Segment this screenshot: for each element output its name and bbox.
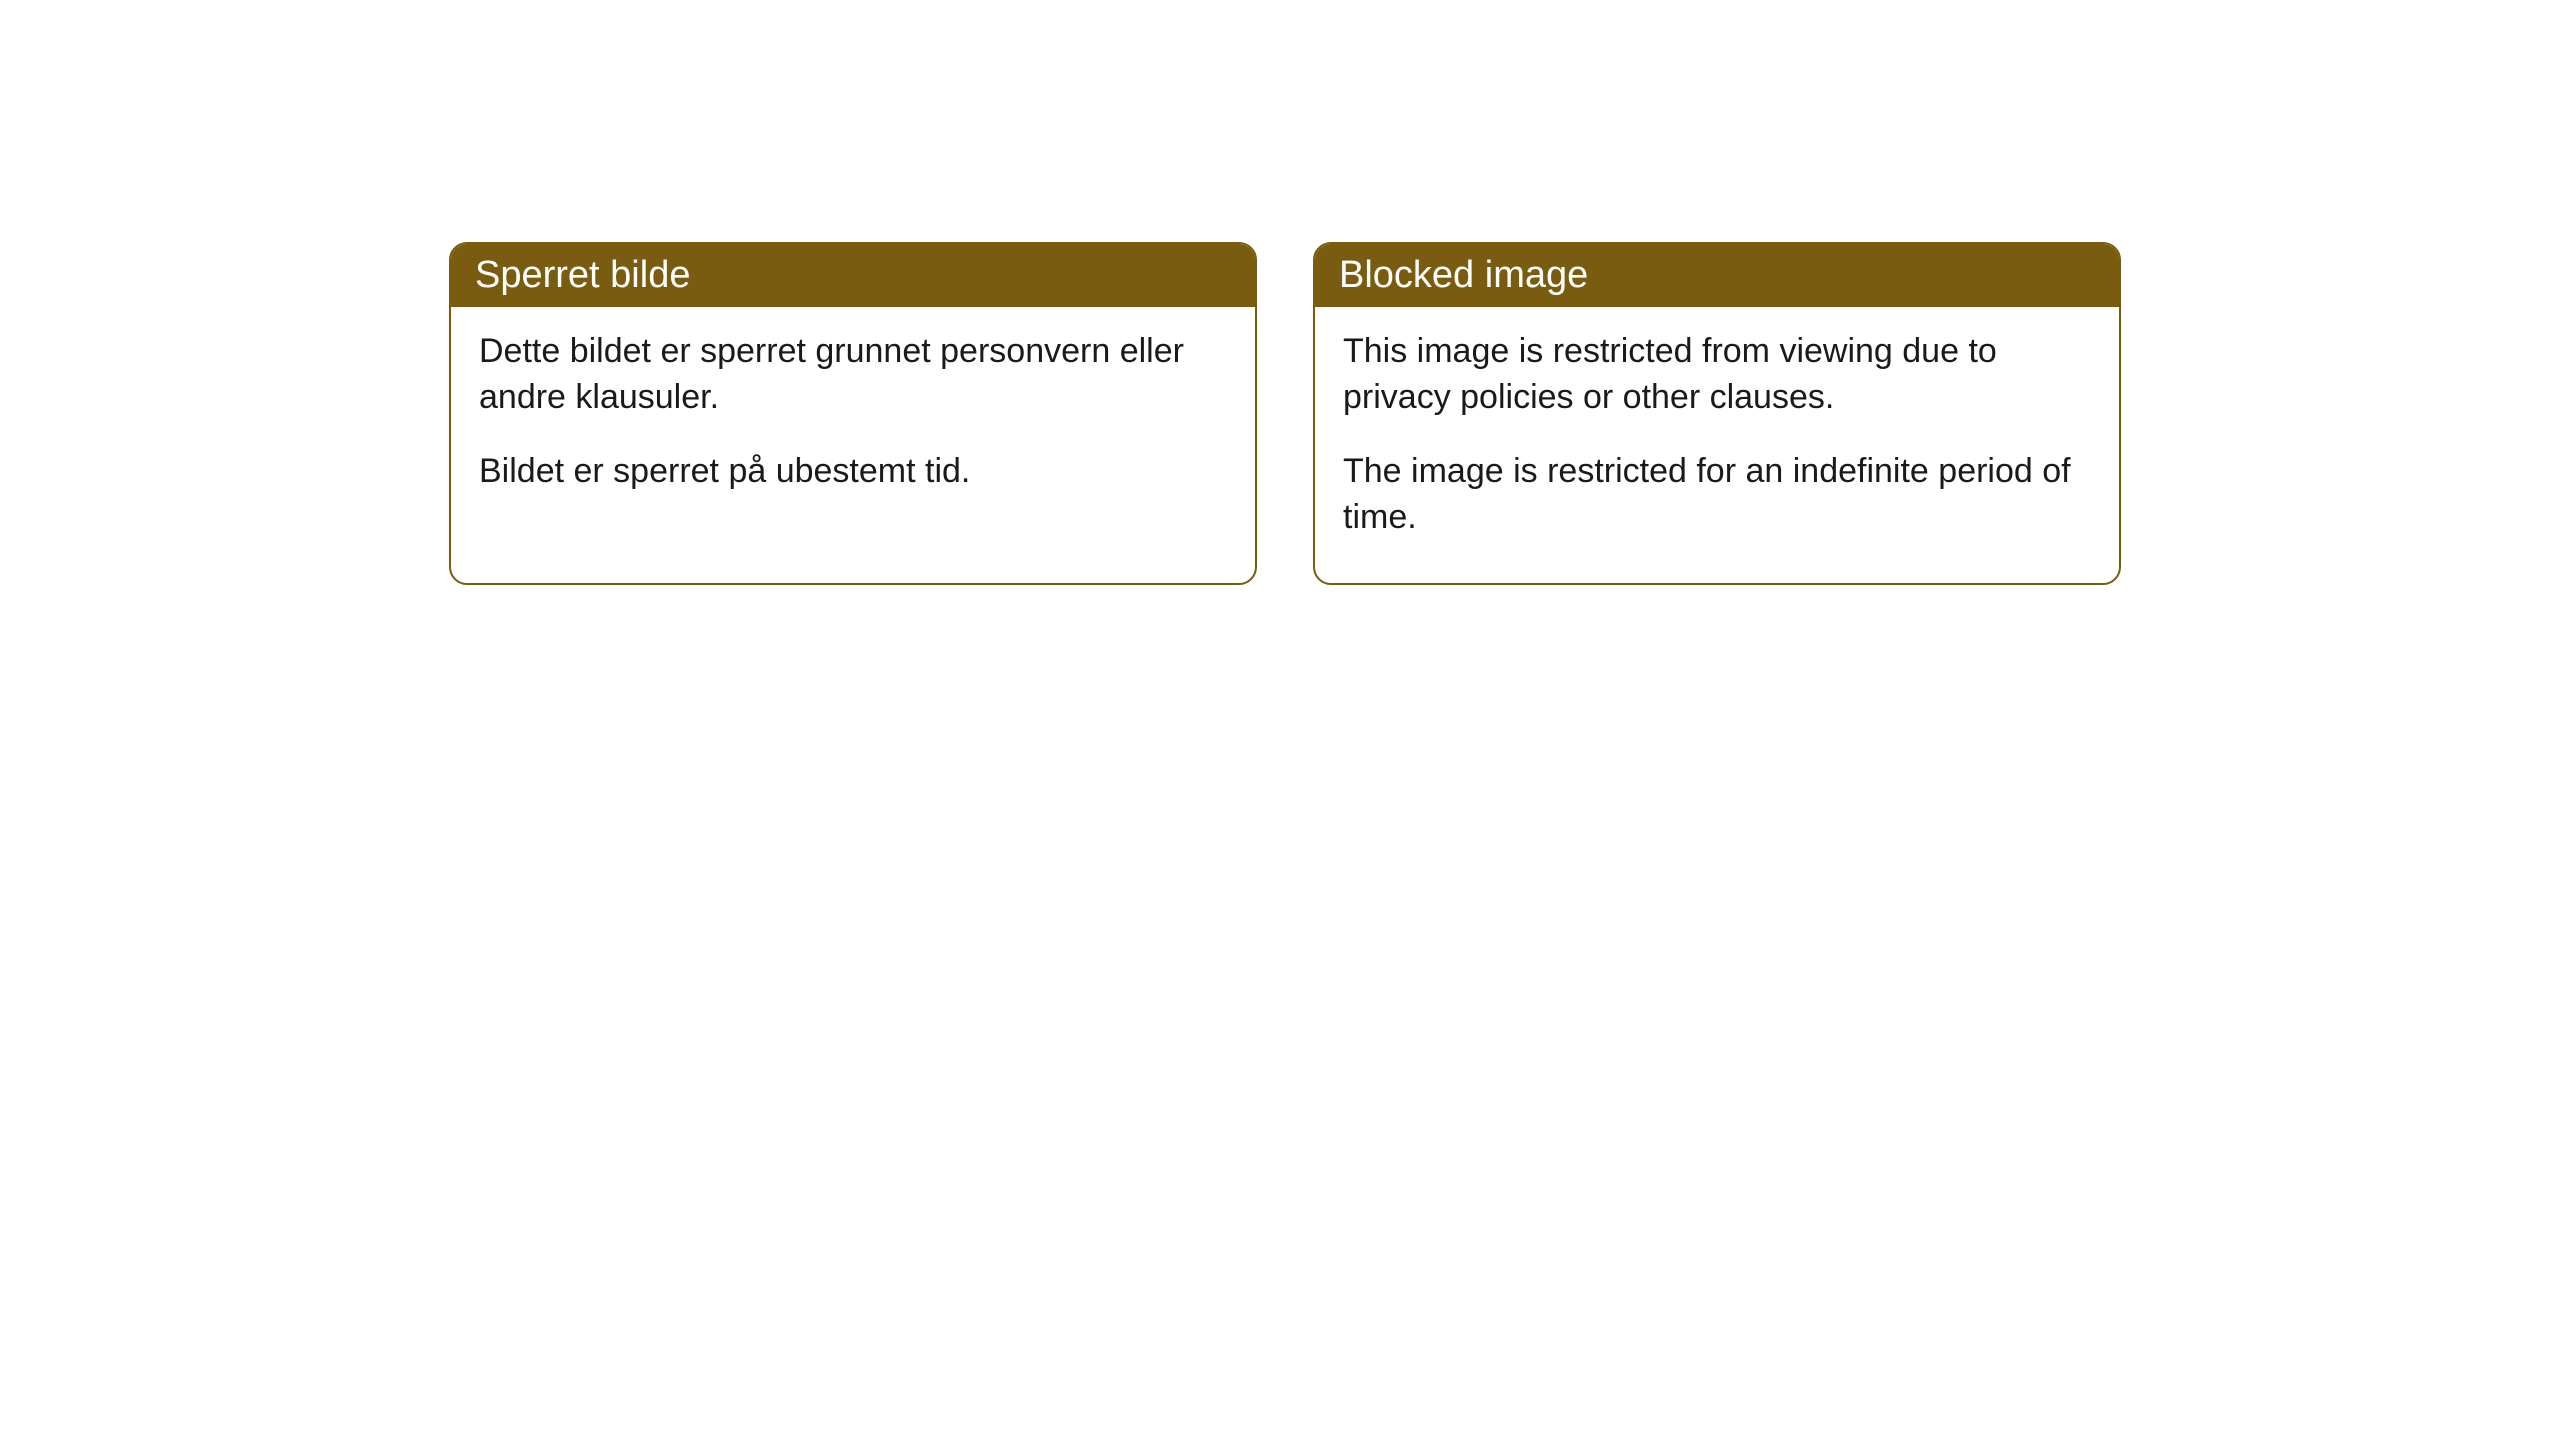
notice-card-norwegian: Sperret bilde Dette bildet er sperret gr… xyxy=(449,242,1257,585)
card-title: Sperret bilde xyxy=(475,254,690,296)
notice-paragraph: This image is restricted from viewing du… xyxy=(1343,329,2091,421)
notice-card-english: Blocked image This image is restricted f… xyxy=(1313,242,2121,585)
notice-container: Sperret bilde Dette bildet er sperret gr… xyxy=(449,242,2121,585)
card-title: Blocked image xyxy=(1339,254,1588,296)
notice-paragraph: Bildet er sperret på ubestemt tid. xyxy=(479,449,1227,495)
notice-paragraph: The image is restricted for an indefinit… xyxy=(1343,449,2091,541)
card-body: This image is restricted from viewing du… xyxy=(1315,307,2119,583)
card-header: Sperret bilde xyxy=(451,244,1255,307)
card-header: Blocked image xyxy=(1315,244,2119,307)
card-body: Dette bildet er sperret grunnet personve… xyxy=(451,307,1255,537)
notice-paragraph: Dette bildet er sperret grunnet personve… xyxy=(479,329,1227,421)
